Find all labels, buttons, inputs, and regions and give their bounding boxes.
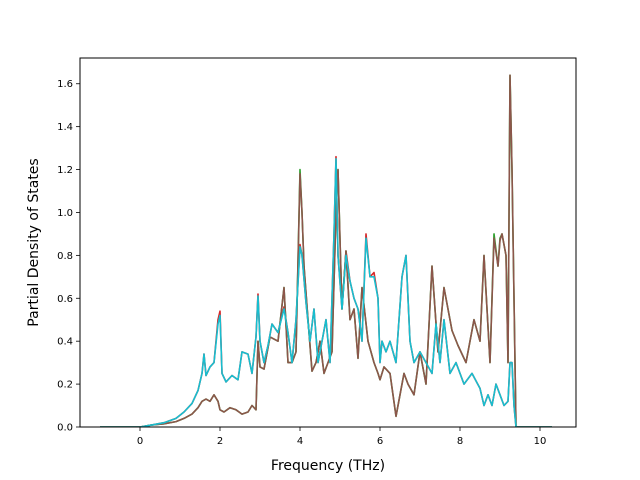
x-tick-label: 6	[377, 436, 383, 447]
series-layer	[100, 74, 552, 427]
x-tick-label: 0	[137, 436, 143, 447]
y-tick-label: 1.4	[57, 122, 73, 133]
y-tick-label: 0.8	[57, 251, 73, 262]
y-tick-label: 0.2	[57, 380, 73, 391]
y-tick-label: 1.0	[57, 208, 73, 219]
x-tick-label: 10	[534, 436, 547, 447]
plot-area	[80, 58, 576, 427]
y-tick-label: 1.2	[57, 165, 73, 176]
x-axis-label: Frequency (THz)	[271, 458, 385, 474]
y-tick-label: 0.6	[57, 294, 73, 305]
x-tick-label: 4	[297, 436, 303, 447]
y-tick-label: 0.4	[57, 337, 73, 348]
y-tick-label: 1.6	[57, 79, 73, 90]
x-axis-ticks: 0 2 4 6 8 10	[137, 427, 547, 447]
x-tick-label: 2	[217, 436, 223, 447]
y-axis-label: Partial Density of States	[26, 158, 42, 326]
y-tick-label: 0.0	[57, 423, 73, 434]
y-axis-ticks: 0.0 0.2 0.4 0.6 0.8 1.0 1.2 1.4 1.6	[57, 79, 80, 434]
x-tick-label: 8	[457, 436, 463, 447]
series-line-4	[100, 158, 552, 427]
axes-frame	[79, 57, 577, 428]
